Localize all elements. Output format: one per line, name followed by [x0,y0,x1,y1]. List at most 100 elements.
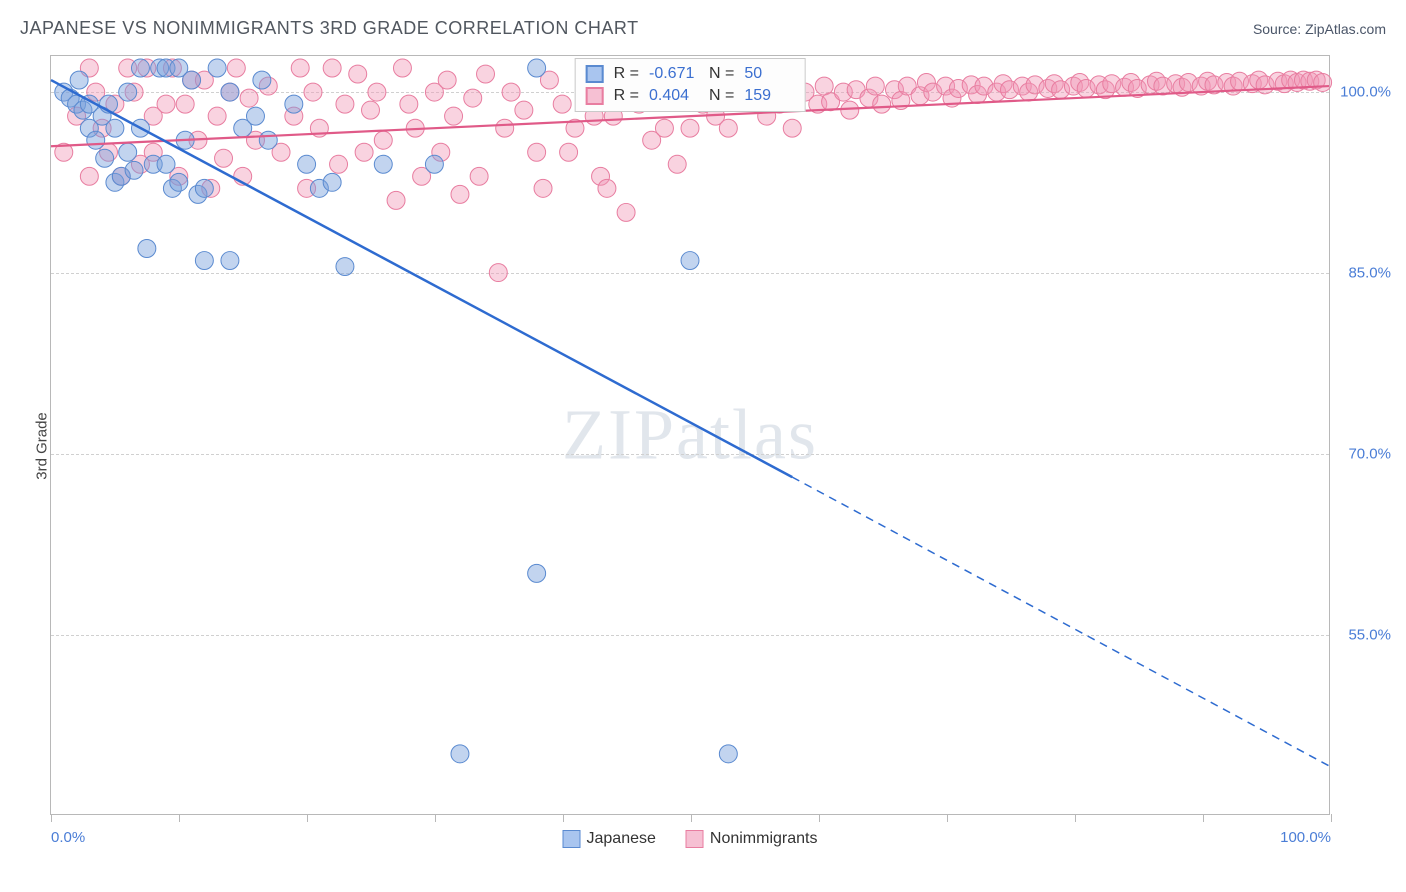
data-point[interactable] [176,95,194,113]
data-point[interactable] [719,745,737,763]
data-point[interactable] [681,252,699,270]
data-point[interactable] [157,155,175,173]
data-point[interactable] [719,119,737,137]
data-point[interactable] [195,179,213,197]
x-tick [691,814,692,822]
data-point[interactable] [259,131,277,149]
data-point[interactable] [528,143,546,161]
data-point[interactable] [445,107,463,125]
x-tick-label: 100.0% [1280,829,1331,846]
y-tick-label: 85.0% [1335,265,1391,282]
x-tick [307,814,308,822]
data-point[interactable] [617,203,635,221]
data-point[interactable] [374,131,392,149]
legend-item-japanese[interactable]: Japanese [563,830,656,848]
data-point[interactable] [393,59,411,77]
data-point[interactable] [336,258,354,276]
y-tick-label: 55.0% [1335,627,1391,644]
data-point[interactable] [125,161,143,179]
data-point[interactable] [87,131,105,149]
data-point[interactable] [285,95,303,113]
data-point[interactable] [873,95,891,113]
source-attribution: Source: ZipAtlas.com [1253,21,1386,37]
r-label: R = [614,65,639,83]
data-point[interactable] [368,83,386,101]
data-point[interactable] [528,59,546,77]
data-point[interactable] [195,252,213,270]
data-point[interactable] [387,191,405,209]
data-point[interactable] [451,185,469,203]
data-point[interactable] [208,59,226,77]
source-link[interactable]: ZipAtlas.com [1305,21,1386,37]
data-point[interactable] [866,77,884,95]
data-point[interactable] [304,83,322,101]
legend-swatch-nonimmigrants-icon [686,830,704,848]
data-point[interactable] [298,155,316,173]
data-point[interactable] [138,240,156,258]
data-point[interactable] [783,119,801,137]
data-point[interactable] [560,143,578,161]
data-point[interactable] [183,71,201,89]
data-point[interactable] [553,95,571,113]
data-point[interactable] [438,71,456,89]
data-point[interactable] [170,173,188,191]
data-point[interactable] [246,107,264,125]
x-tick [563,814,564,822]
data-point[interactable] [227,59,245,77]
data-point[interactable] [330,155,348,173]
data-point[interactable] [534,179,552,197]
corr-row-nonimmigrants: R = 0.404 N = 159 [586,85,795,107]
data-point[interactable] [362,101,380,119]
legend-item-nonimmigrants[interactable]: Nonimmigrants [686,830,818,848]
data-point[interactable] [598,179,616,197]
data-point[interactable] [119,143,137,161]
data-point[interactable] [221,83,239,101]
x-tick [1203,814,1204,822]
data-point[interactable] [240,89,258,107]
data-point[interactable] [157,95,175,113]
data-point[interactable] [80,167,98,185]
data-point[interactable] [502,83,520,101]
legend-label-japanese: Japanese [587,830,656,847]
correlation-legend-box: R = -0.671 N = 50 R = 0.404 N = 159 [575,58,806,112]
data-point[interactable] [477,65,495,83]
data-point[interactable] [425,155,443,173]
data-point[interactable] [515,101,533,119]
data-point[interactable] [528,564,546,582]
r-value-nonimmigrants: 0.404 [649,87,699,105]
data-point[interactable] [464,89,482,107]
data-point[interactable] [489,264,507,282]
data-point[interactable] [291,59,309,77]
x-tick [1331,814,1332,822]
data-point[interactable] [841,101,859,119]
data-point[interactable] [400,95,418,113]
data-point[interactable] [668,155,686,173]
x-tick [819,814,820,822]
trend-line-japanese-extrapolated [792,477,1329,766]
data-point[interactable] [374,155,392,173]
data-point[interactable] [119,83,137,101]
data-point[interactable] [208,107,226,125]
y-tick-label: 100.0% [1335,84,1391,101]
data-point[interactable] [470,167,488,185]
data-point[interactable] [349,65,367,83]
data-point[interactable] [323,173,341,191]
data-point[interactable] [106,119,124,137]
data-point[interactable] [355,143,373,161]
data-point[interactable] [131,59,149,77]
data-point[interactable] [70,71,88,89]
data-point[interactable] [451,745,469,763]
r-value-japanese: -0.671 [649,65,699,83]
data-point[interactable] [655,119,673,137]
data-point[interactable] [323,59,341,77]
legend-label-nonimmigrants: Nonimmigrants [710,830,818,847]
data-point[interactable] [221,252,239,270]
data-point[interactable] [681,119,699,137]
data-point[interactable] [253,71,271,89]
data-point[interactable] [496,119,514,137]
data-point[interactable] [336,95,354,113]
r-label: R = [614,87,639,105]
data-point[interactable] [96,149,114,167]
data-point[interactable] [215,149,233,167]
data-point[interactable] [1314,73,1332,91]
